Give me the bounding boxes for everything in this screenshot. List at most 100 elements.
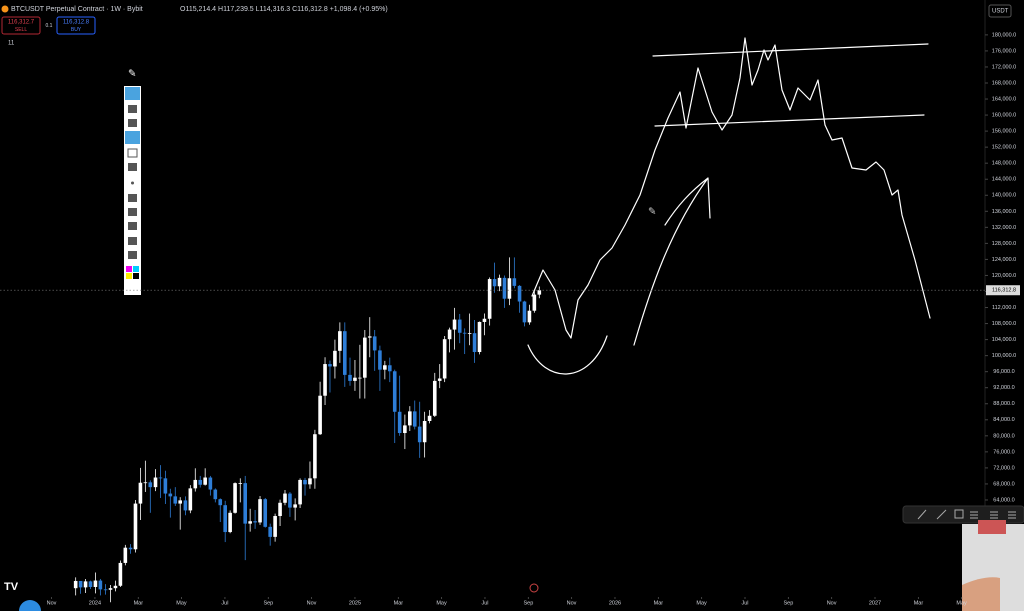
y-tick-label: 108,000.0 [992,321,1016,327]
color-magenta[interactable] [126,266,132,272]
tool-trash[interactable] [128,208,137,216]
ft-rect[interactable] [954,509,964,519]
candle-body [348,374,352,381]
candle-body [328,364,332,367]
y-tick-label: 112,000.0 [992,305,1016,311]
sell-price: 116,312.7 [8,20,35,26]
color-black[interactable] [133,273,139,279]
candle-body [163,478,168,494]
indicators-count[interactable]: 11 [8,41,15,47]
color-yellow[interactable] [126,273,132,279]
candle-body [298,479,302,505]
candle-body [248,521,252,524]
symbol-title[interactable]: BTCUSDT Perpetual Contract · 1W · Bybit [11,6,143,13]
candle-body [273,516,277,537]
candle-body [392,371,397,412]
drawings [527,37,931,375]
tool-trash-all[interactable] [128,222,137,230]
candle-body [343,331,347,375]
candle-body [288,493,292,508]
x-tick-label: May [696,600,707,606]
tool-eraser[interactable] [128,163,137,171]
x-tick-label: Mar [394,600,404,606]
candle-body [427,415,432,421]
tool-undo[interactable] [128,194,137,202]
candle-body [73,580,78,589]
x-tick-label: Jul [221,600,228,606]
floating-tools [917,509,1016,520]
y-tick-label: 160,000.0 [992,113,1016,119]
y-tick-label: 72,000.0 [993,465,1014,471]
tool-eye[interactable] [125,87,140,100]
ft-more[interactable] [990,511,998,519]
webcam-hand [962,577,1000,611]
y-tick-label: 156,000.0 [992,129,1016,135]
candle-body [228,512,232,533]
tool-camera[interactable] [128,237,137,245]
candle-body [333,350,337,367]
candle-body [487,279,492,319]
candle-body [442,339,447,379]
toolbar-icons [125,87,140,279]
x-tick-label: May [176,600,187,606]
candle-body [148,482,153,488]
candle-body [258,499,262,523]
candle-body [208,477,213,490]
candle-body [223,505,227,533]
candle-body [507,278,512,299]
ft-line[interactable] [936,509,947,520]
candle-body [293,504,297,508]
ft-settings[interactable] [1008,511,1016,519]
candle-body [213,489,218,500]
candle-body [517,285,522,302]
logo[interactable]: TV [4,581,19,593]
ft-text[interactable] [970,511,978,519]
candle-body [477,321,482,353]
drawing-line [652,43,929,57]
x-tick-label: Mar [914,600,924,606]
candle-body [143,482,148,484]
currency: USDT [992,9,1009,15]
y-tick-label: 148,000.0 [992,161,1016,167]
x-tick-label: Sep [523,600,533,606]
tool-brush[interactable] [128,119,137,127]
candle-body [118,562,123,586]
candle-body [158,477,163,479]
candle-body [153,477,158,488]
tool-pen[interactable] [125,131,140,144]
candle-body [492,279,497,287]
candle-body [422,420,427,443]
drawing-line [654,114,925,127]
y-tick-label: 152,000.0 [992,145,1016,151]
spread: 0.1 [46,23,53,29]
candle-body [497,277,502,287]
ft-brush[interactable] [917,509,927,520]
x-tick-label: Mar [134,600,144,606]
candle-body [383,365,387,370]
tool-cursor[interactable] [128,105,137,113]
event-marker[interactable] [529,583,539,593]
candle-body [338,331,342,351]
x-tick-label: Sep [784,600,794,606]
candle-body [308,478,312,485]
color-cyan[interactable] [133,266,139,272]
candle-body [133,503,138,550]
tool-dot[interactable] [131,181,134,185]
x-tick-label: 2026 [609,600,621,606]
candle-body [437,378,442,381]
sell-button[interactable] [1,16,41,35]
webcam-overlay [962,520,1024,611]
currency-box[interactable] [988,4,1012,18]
y-tick-label: 96,000.0 [993,369,1014,375]
pencil-cursor: ✎ [648,207,656,218]
toolbar-pin[interactable]: ✎ [128,69,136,80]
candle-body [482,318,487,322]
tool-rect[interactable] [127,148,138,158]
candle-body [183,500,188,511]
x-tick-label: May [436,600,447,606]
candle-body [417,426,422,443]
buy-button[interactable] [56,16,96,35]
candle-body [243,483,248,524]
tool-clipboard[interactable] [128,251,137,259]
candle-body [467,333,472,334]
